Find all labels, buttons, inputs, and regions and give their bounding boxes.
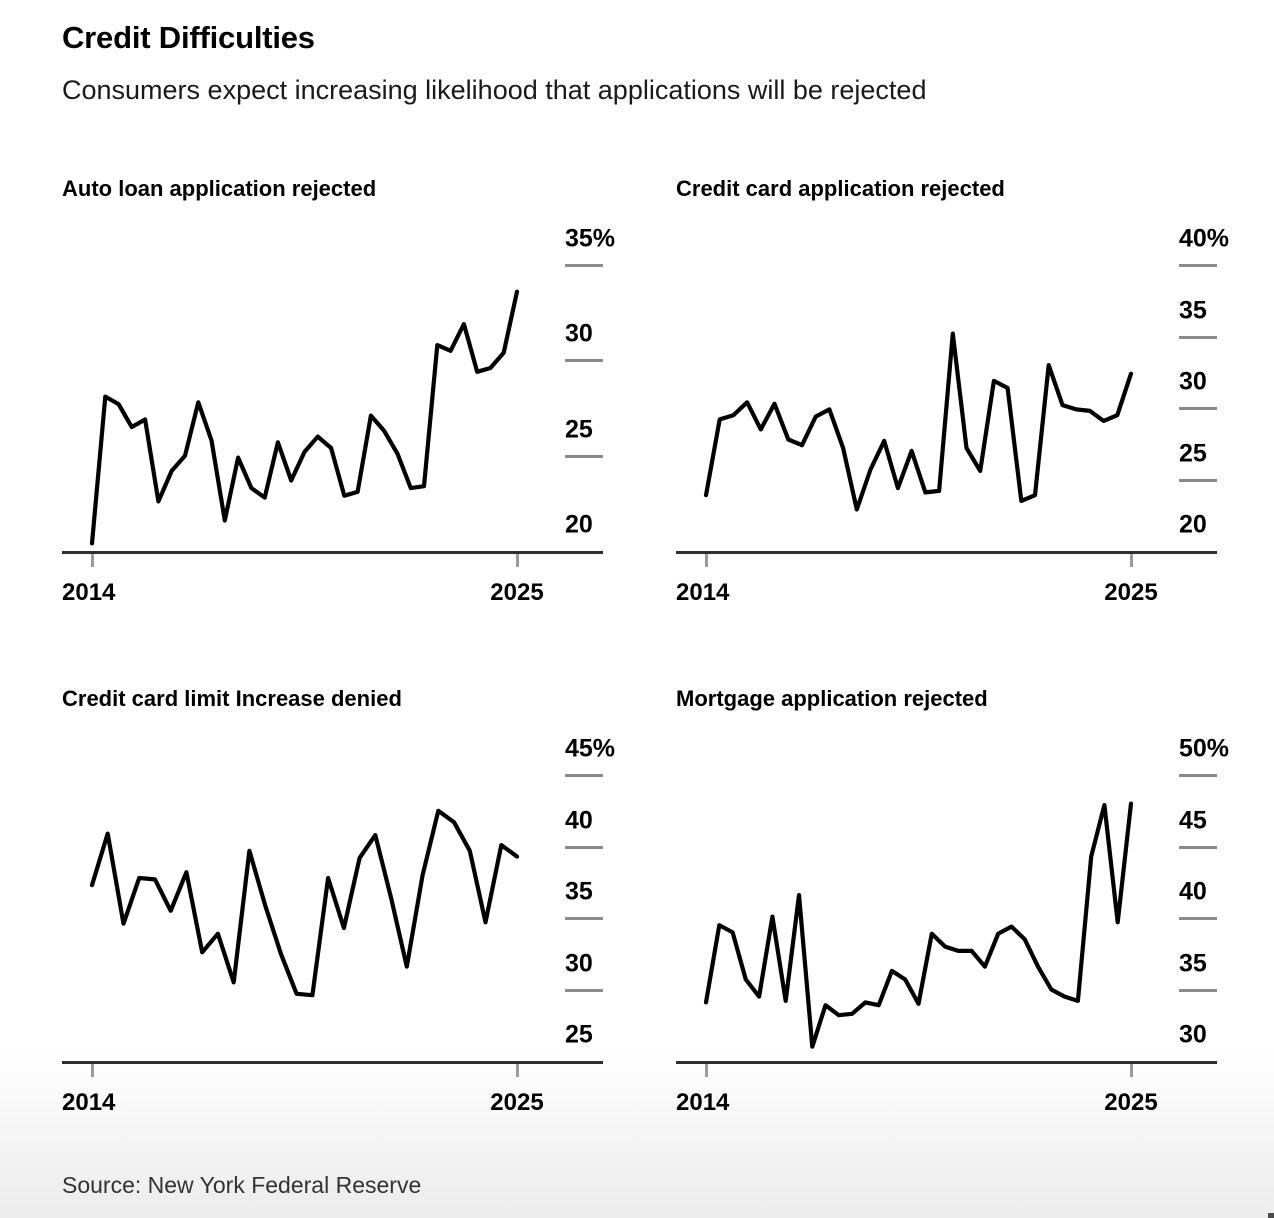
line-series-svg bbox=[703, 331, 1134, 512]
x-axis-tick bbox=[516, 1064, 519, 1077]
x-axis-label-end: 2025 bbox=[490, 1089, 544, 1116]
x-axis-baseline bbox=[62, 1061, 603, 1064]
y-axis-tick-label: 20 bbox=[1179, 510, 1207, 539]
y-axis-tick-label: 45 bbox=[1179, 806, 1207, 834]
y-axis-value-dash bbox=[1179, 264, 1217, 267]
data-line bbox=[89, 808, 520, 998]
y-axis-value-dash bbox=[565, 264, 603, 267]
x-axis-label-end: 2025 bbox=[1104, 1089, 1158, 1116]
y-axis-tick-label: 30 bbox=[565, 949, 593, 977]
y-axis-tick-label: 35 bbox=[565, 877, 593, 906]
chart-title: Credit card limit Increase denied bbox=[62, 686, 402, 711]
y-axis-value-dash bbox=[565, 917, 603, 920]
y-axis-tick-label: 50% bbox=[1179, 734, 1230, 763]
y-axis-tick-label: 30 bbox=[565, 319, 593, 348]
y-axis-value-dash bbox=[1179, 845, 1217, 849]
chart-title: Auto loan application rejected bbox=[62, 176, 377, 201]
x-axis-baseline bbox=[62, 551, 603, 554]
chart-panel-credit-card-rejected: Credit card application rejected 40% 35 30… bbox=[676, 176, 1232, 626]
y-axis-tick-label: 25 bbox=[565, 415, 593, 444]
y-axis-tick-label: 35% bbox=[565, 224, 616, 253]
y-axis-value-dash bbox=[1179, 988, 1217, 992]
chart-title: Mortgage application rejected bbox=[676, 686, 988, 711]
line-series-svg bbox=[89, 808, 520, 998]
line-series-svg bbox=[703, 801, 1134, 1049]
y-axis-tick-label: 20 bbox=[565, 510, 593, 539]
x-axis-tick bbox=[516, 554, 519, 567]
x-axis-tick bbox=[91, 554, 94, 567]
y-axis-tick-label: 35 bbox=[1179, 949, 1207, 977]
y-axis-value-dash bbox=[565, 774, 603, 777]
x-axis-label-end: 2025 bbox=[1104, 579, 1158, 606]
page-subtitle: Consumers expect increasing likelihood t… bbox=[62, 75, 927, 105]
x-axis-tick bbox=[1130, 1064, 1133, 1077]
data-line bbox=[703, 331, 1134, 512]
x-axis-label-start: 2014 bbox=[676, 579, 730, 606]
y-axis-tick-label: 40 bbox=[565, 806, 593, 834]
y-axis-tick-label: 35 bbox=[1179, 296, 1207, 324]
x-axis-label-start: 2014 bbox=[62, 579, 116, 606]
y-axis-value-dash bbox=[565, 359, 603, 363]
x-axis-tick bbox=[1130, 554, 1133, 567]
x-axis-baseline bbox=[676, 1061, 1217, 1064]
y-axis-tick-label: 25 bbox=[565, 1020, 593, 1049]
y-axis-value-dash bbox=[1179, 917, 1217, 920]
source-credit: Source: New York Federal Reserve bbox=[62, 1172, 422, 1198]
x-axis-tick bbox=[705, 1064, 708, 1077]
y-axis-tick-label: 40 bbox=[1179, 877, 1207, 906]
chart-panel-credit-limit-denied: Credit card limit Increase denied 45% 40 3… bbox=[62, 686, 618, 1136]
x-axis-baseline bbox=[676, 551, 1217, 554]
chart-panel-mortgage-rejected: Mortgage application rejected 50% 45 40 35 3… bbox=[676, 686, 1232, 1136]
y-axis-value-dash bbox=[1179, 335, 1217, 339]
chart-title: Credit card application rejected bbox=[676, 176, 1005, 201]
chart-panel-auto-loan: Auto loan application rejected 35% 30 25 20… bbox=[62, 176, 618, 626]
y-axis-tick-label: 25 bbox=[1179, 439, 1207, 467]
page-title: Credit Difficulties bbox=[62, 20, 315, 55]
x-axis-label-end: 2025 bbox=[490, 579, 544, 606]
corner-artifact bbox=[1268, 1213, 1274, 1218]
y-axis-value-dash bbox=[565, 845, 603, 849]
x-axis-tick bbox=[91, 1064, 94, 1077]
y-axis-tick-label: 30 bbox=[1179, 1020, 1207, 1049]
x-axis-label-start: 2014 bbox=[676, 1089, 730, 1116]
y-axis-value-dash bbox=[1179, 478, 1217, 482]
y-axis-value-dash bbox=[565, 988, 603, 992]
y-axis-value-dash bbox=[1179, 407, 1217, 410]
line-series-svg bbox=[89, 289, 520, 546]
y-axis-tick-label: 40% bbox=[1179, 224, 1230, 253]
y-axis-value-dash bbox=[1179, 774, 1217, 777]
data-line bbox=[89, 289, 520, 546]
y-axis-value-dash bbox=[565, 454, 603, 458]
x-axis-label-start: 2014 bbox=[62, 1089, 116, 1116]
data-line bbox=[703, 801, 1134, 1049]
y-axis-tick-label: 45% bbox=[565, 734, 616, 763]
y-axis-tick-label: 30 bbox=[1179, 367, 1207, 396]
x-axis-tick bbox=[705, 554, 708, 567]
